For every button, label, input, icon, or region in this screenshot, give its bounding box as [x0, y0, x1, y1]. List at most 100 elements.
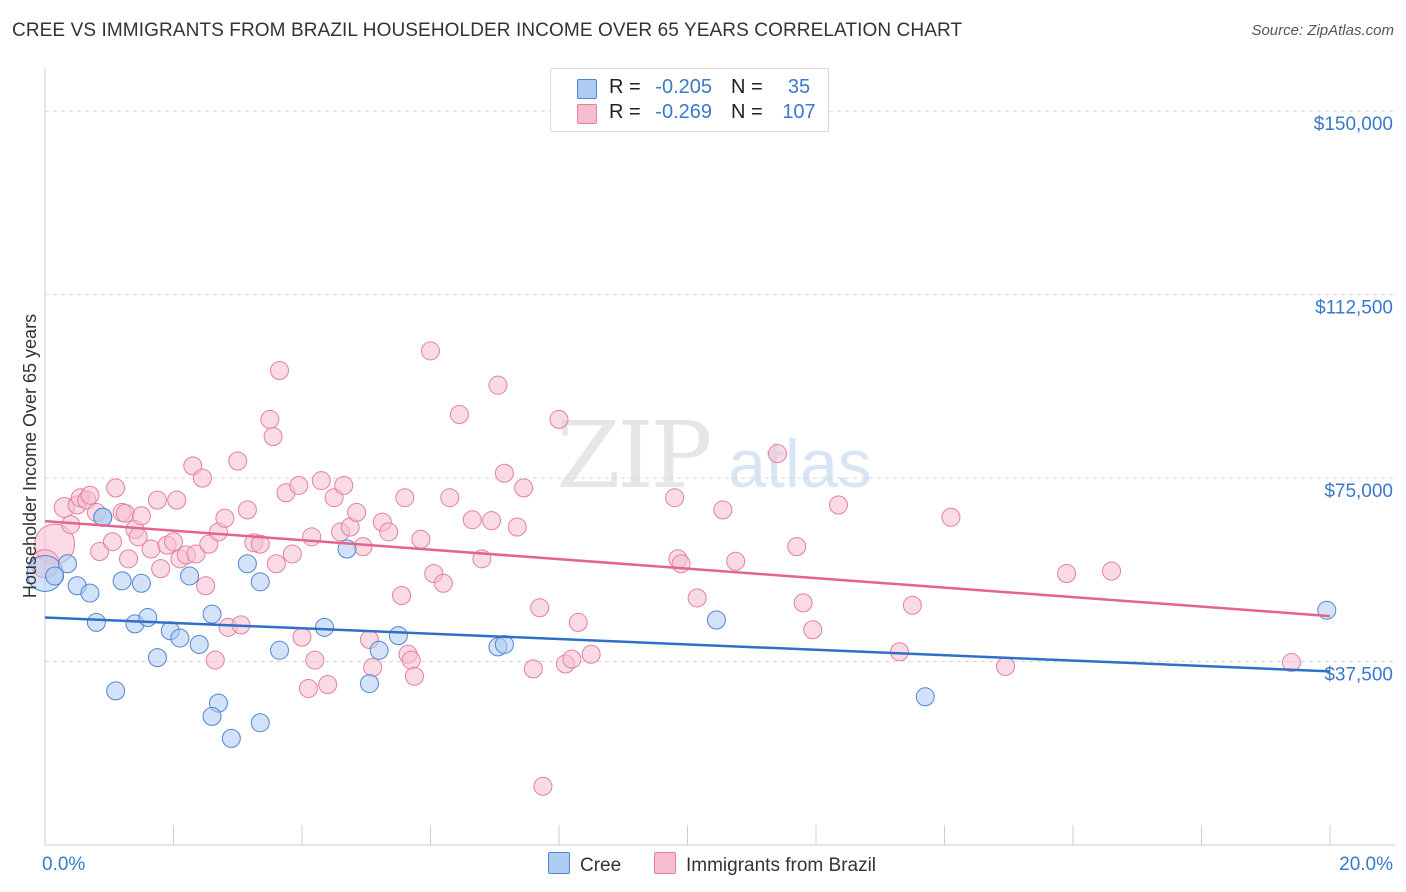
brazil-point	[713, 500, 733, 520]
brazil-point	[334, 475, 354, 495]
brazil-point	[80, 485, 100, 505]
bottom-legend-brazil: Immigrants from Brazil	[654, 852, 876, 877]
watermark-zip: ZIP	[556, 402, 709, 509]
brazil-point	[767, 444, 787, 464]
cree-point	[147, 648, 167, 668]
cree-point	[237, 554, 257, 574]
cree-point	[706, 610, 726, 630]
cree-point	[494, 634, 514, 654]
bottom-legend-label-cree: Cree	[580, 855, 622, 876]
cree-points	[26, 507, 1337, 748]
brazil-point	[411, 529, 431, 549]
bottom-legend-cree: Cree	[548, 852, 621, 877]
brazil-point	[941, 507, 961, 527]
brazil-point	[433, 573, 453, 593]
y-tick-label: $112,500	[1315, 298, 1393, 319]
brazil-point	[282, 544, 302, 564]
brazil-point	[164, 532, 183, 552]
brazil-point	[533, 776, 553, 796]
brazil-point	[266, 554, 286, 574]
brazil-point	[902, 595, 922, 615]
cree-point	[106, 681, 126, 701]
cree-point	[180, 566, 200, 586]
brazil-point	[106, 478, 126, 498]
brazil-point	[514, 478, 534, 498]
brazil-point	[237, 500, 257, 520]
brazil-point	[488, 375, 508, 395]
legend-n-label: N =	[731, 76, 763, 98]
cree-point	[57, 554, 77, 574]
brazil-point	[1102, 561, 1122, 581]
brazil-point	[311, 471, 331, 491]
brazil-point	[449, 405, 469, 425]
brazil-point	[347, 502, 367, 522]
brazil-point	[395, 488, 415, 508]
brazil-point	[462, 510, 482, 530]
legend-r-value-brazil: -0.269	[655, 101, 712, 123]
y-tick-label: $150,000	[1314, 114, 1393, 135]
brazil-point	[151, 559, 171, 579]
cree-point	[221, 728, 241, 748]
gridlines	[45, 110, 1395, 663]
cree-point	[202, 604, 222, 624]
cree-point	[93, 507, 113, 527]
legend-r-value-cree: -0.205	[655, 76, 712, 98]
brazil-point	[119, 549, 139, 569]
brazil-point	[292, 627, 312, 647]
legend-r-label: R =	[609, 76, 641, 98]
cree-point	[189, 634, 209, 654]
cree-point	[388, 626, 408, 646]
chart-title: CREE VS IMMIGRANTS FROM BRAZIL HOUSEHOLD…	[12, 20, 963, 41]
legend-n-label: N =	[731, 101, 763, 123]
brazil-point	[494, 463, 514, 483]
cree-point	[915, 687, 935, 707]
brazil-point	[803, 620, 823, 640]
cree-point	[202, 706, 222, 726]
brazil-point	[1281, 653, 1301, 673]
brazil-point	[260, 409, 280, 429]
brazil-point	[401, 650, 421, 670]
brazil-point	[302, 527, 322, 547]
cree-point	[270, 640, 290, 660]
y-tick-label: $75,000	[1324, 481, 1393, 502]
brazil-point	[793, 593, 813, 613]
brazil-point	[507, 517, 527, 537]
chart-source: Source: ZipAtlas.com	[1251, 22, 1394, 39]
bottom-legend-label-brazil: Immigrants from Brazil	[686, 855, 877, 876]
brazil-trend-line	[44, 519, 1331, 618]
brazil-point	[102, 532, 122, 552]
x-tick-label: 20.0%	[1339, 854, 1393, 875]
watermark-atlas: atlas	[728, 426, 872, 502]
brazil-point	[787, 537, 807, 557]
axes	[44, 68, 1395, 846]
brazil-point	[228, 451, 248, 471]
watermark: ZIP atlas	[556, 402, 871, 509]
brazil-point	[90, 541, 110, 561]
cree-point	[131, 573, 151, 593]
cree-point	[250, 572, 270, 592]
cree-trend-line	[44, 616, 1331, 673]
brazil-point	[530, 598, 550, 618]
brazil-point	[828, 495, 848, 515]
brazil-point	[289, 475, 309, 495]
legend: R = -0.205 N = 35 R = -0.269 N = 107	[550, 68, 829, 132]
brazil-point	[115, 503, 135, 523]
brazil-point	[1057, 564, 1077, 584]
cree-point	[112, 571, 132, 591]
brazil-point	[215, 508, 235, 528]
legend-swatch-cree	[577, 79, 597, 99]
cree-point	[250, 713, 270, 733]
cree-point	[314, 617, 334, 637]
brazil-point	[440, 488, 460, 508]
brazil-point	[421, 341, 440, 361]
y-axis-title: Householder Income Over 65 years	[20, 314, 40, 598]
brazil-point	[996, 656, 1016, 676]
brazil-point	[186, 544, 206, 564]
brazil-point	[523, 659, 543, 679]
brazil-point	[482, 511, 502, 531]
brazil-point	[263, 427, 283, 447]
legend-row-brazil: R = -0.269 N = 107	[551, 101, 828, 125]
legend-r-label: R =	[609, 101, 641, 123]
brazil-point	[363, 657, 383, 677]
brazil-point	[665, 488, 685, 508]
